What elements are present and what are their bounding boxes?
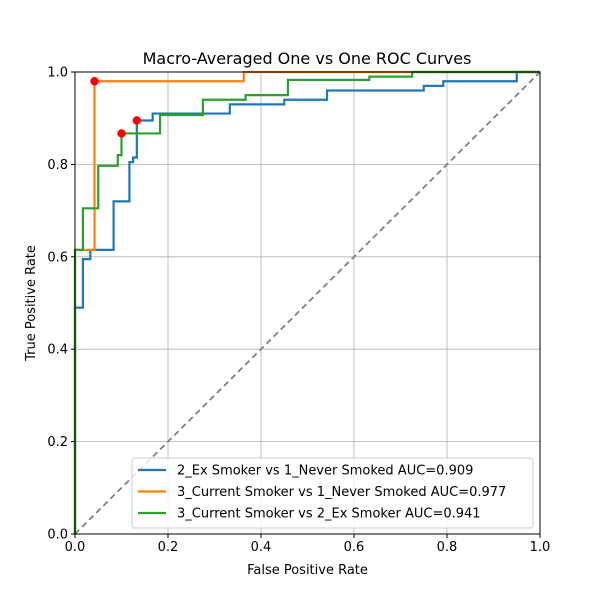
legend-label: 2_Ex Smoker vs 1_Never Smoked AUC=0.909 [177, 464, 473, 479]
legend: 2_Ex Smoker vs 1_Never Smoked AUC=0.909 3… [131, 457, 534, 529]
x-tick-label: 0.6 [344, 540, 365, 555]
legend-label: 3_Current Smoker vs 1_Never Smoked AUC=0… [177, 485, 506, 500]
roc-curve-series-3 [73, 70, 540, 534]
legend-label: 3_Current Smoker vs 2_Ex Smoker AUC=0.94… [177, 507, 481, 522]
optimal-threshold-point [117, 129, 126, 138]
x-tick-label: 1.0 [530, 540, 551, 555]
chart-title: Macro-Averaged One vs One ROC Curves [143, 49, 472, 68]
y-tick-label: 0.8 [47, 158, 68, 173]
highlight-points [90, 77, 142, 138]
legend-box [131, 457, 534, 529]
x-axis-label: False Positive Rate [247, 563, 368, 578]
y-tick-label: 0.6 [47, 250, 68, 265]
x-tick-label: 0.2 [158, 540, 179, 555]
legend-entries: 2_Ex Smoker vs 1_Never Smoked AUC=0.909 3… [138, 464, 506, 522]
grid [74, 71, 541, 535]
plot-frame [74, 71, 541, 535]
y-tick-label: 0.4 [47, 343, 68, 358]
y-tick-label: 0.0 [47, 528, 68, 543]
optimal-threshold-point [90, 77, 99, 86]
y-axis-label: True Positive Rate [24, 245, 39, 362]
axis-ticks: 0.0 0.2 0.4 0.6 0.8 1.0 0.0 0.2 0.4 0.6 0.8 1.0 [47, 66, 550, 556]
y-tick-label: 0.2 [47, 435, 68, 450]
roc-curve-series-1 [73, 70, 540, 534]
y-tick-label: 1.0 [47, 66, 68, 81]
optimal-threshold-point [132, 116, 142, 125]
x-tick-label: 0.4 [251, 540, 272, 555]
x-tick-label: 0.8 [437, 540, 458, 555]
x-tick-label: 0.0 [65, 540, 86, 555]
